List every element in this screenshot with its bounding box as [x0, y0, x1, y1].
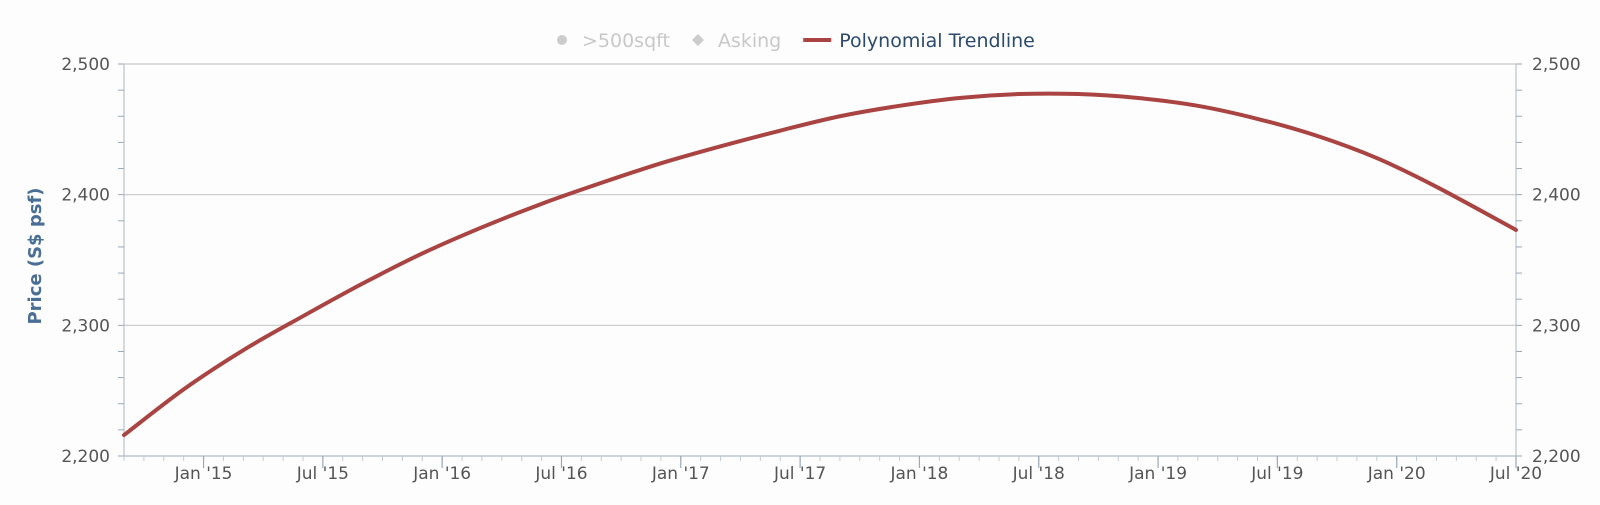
legend-item-3[interactable]: Polynomial Trendline: [803, 30, 1035, 52]
legend-label: Polynomial Trendline: [839, 30, 1035, 52]
series-area: [122, 91, 1518, 438]
x-tick-label: Jul '19: [1250, 464, 1303, 484]
legend: >500sqft Asking Polynomial Trendline: [557, 30, 1035, 52]
y-tick-label-right: 2,400: [1532, 186, 1581, 206]
x-tick-label: Jul '17: [773, 464, 826, 484]
y-axis-right: 2,200 2,300 2,400 2,500: [1515, 55, 1581, 467]
y-axis-left: 2,200 2,300 2,400 2,500: [61, 55, 125, 467]
x-tick-label: Jan '19: [1128, 464, 1187, 484]
y-tick-label-left: 2,200: [61, 447, 110, 467]
x-tick-label: Jan '15: [174, 464, 233, 484]
x-tick-label: Jul '20: [1489, 464, 1542, 484]
y-tick-label-left: 2,500: [61, 55, 110, 75]
x-tick-label: Jul '15: [296, 464, 349, 484]
x-tick-label: Jul '16: [534, 464, 587, 484]
legend-marker-diamond: [691, 34, 704, 46]
x-tick-label: Jan '18: [889, 464, 948, 484]
legend-item-1[interactable]: >500sqft: [557, 30, 670, 52]
y-tick-label-left: 2,300: [61, 316, 110, 336]
y-tick-label-right: 2,200: [1532, 447, 1581, 467]
y-tick-label-right: 2,300: [1532, 316, 1581, 336]
y-axis-title: Price (S$ psf): [25, 187, 46, 324]
y-tick-label-right: 2,500: [1532, 55, 1581, 75]
x-tick-label: Jan '20: [1367, 464, 1426, 484]
x-tick-label: Jan '17: [651, 464, 710, 484]
legend-marker-circle: [557, 35, 567, 45]
legend-item-2[interactable]: Asking: [691, 30, 781, 52]
x-axis: Jan '15 Jul '15 Jan '16 Jul '16 Jan '17 Jul '…: [123, 455, 1542, 484]
legend-label: Asking: [718, 30, 781, 52]
legend-label: >500sqft: [582, 30, 670, 52]
y-tick-label-left: 2,400: [61, 186, 110, 206]
x-tick-label: Jan '16: [412, 464, 471, 484]
x-tick-label: Jul '18: [1012, 464, 1065, 484]
series-line-polynomial-trendline: [122, 91, 1518, 438]
